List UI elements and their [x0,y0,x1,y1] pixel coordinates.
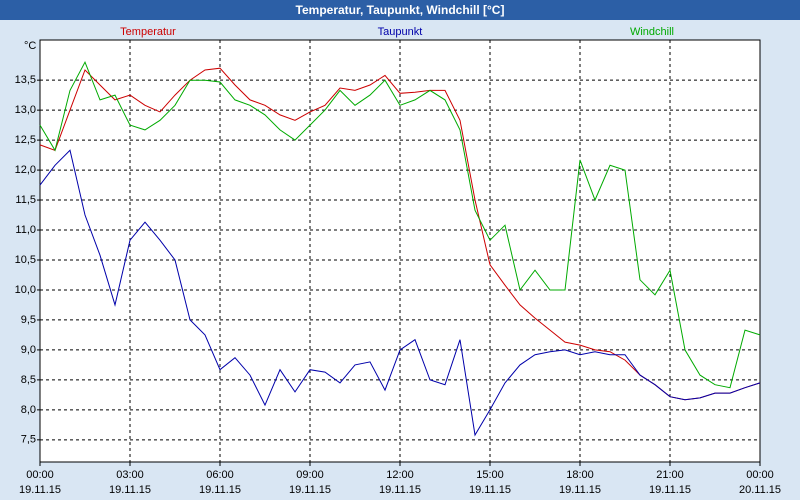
x-tick-label: 12:00 [386,469,414,481]
x-tick-label: 09:00 [296,469,324,481]
y-axis-label: °C [24,40,36,52]
x-tick-date: 19.11.15 [469,484,511,496]
x-tick-date: 19.11.15 [379,484,421,496]
series-line [39,61,761,389]
x-tick-date: 19.11.15 [199,484,241,496]
y-tick-label: 11,5 [15,194,36,206]
x-tick-label: 03:00 [116,469,144,481]
x-tick-date: 19.11.15 [559,484,601,496]
y-tick-label: 7,5 [21,434,36,446]
x-tick-date: 19.11.15 [289,484,331,496]
y-tick-label: 13,5 [15,74,36,86]
y-tick-label: 11,0 [15,224,36,236]
legend-entry: Windchill [630,26,674,38]
legend-entry: Taupunkt [378,26,423,38]
y-tick-label: 10,5 [15,254,36,266]
x-tick-label: 00:00 [746,469,774,481]
y-tick-label: 12,0 [15,164,36,176]
chart-title: Temperatur, Taupunkt, Windchill [°C] [296,3,505,17]
y-tick-label: 9,5 [21,314,36,326]
x-tick-date: 19.11.15 [649,484,691,496]
y-tick-label: 13,0 [15,104,36,116]
y-tick-label: 8,0 [21,404,36,416]
x-tick-date: 19.11.15 [19,484,61,496]
x-tick-date: 19.11.15 [109,484,151,496]
x-tick-label: 00:00 [26,469,54,481]
x-tick-label: 06:00 [206,469,234,481]
x-tick-date: 20.11.15 [739,484,781,496]
x-tick-label: 15:00 [476,469,504,481]
y-tick-label: 8,5 [21,374,36,386]
y-tick-label: 10,0 [15,284,36,296]
x-tick-label: 21:00 [656,469,684,481]
y-tick-label: 12,5 [15,134,36,146]
series-line [39,149,761,437]
y-tick-label: 9,0 [21,344,36,356]
title-bar [0,0,800,20]
x-tick-label: 18:00 [566,469,594,481]
legend-entry: Temperatur [120,26,176,38]
